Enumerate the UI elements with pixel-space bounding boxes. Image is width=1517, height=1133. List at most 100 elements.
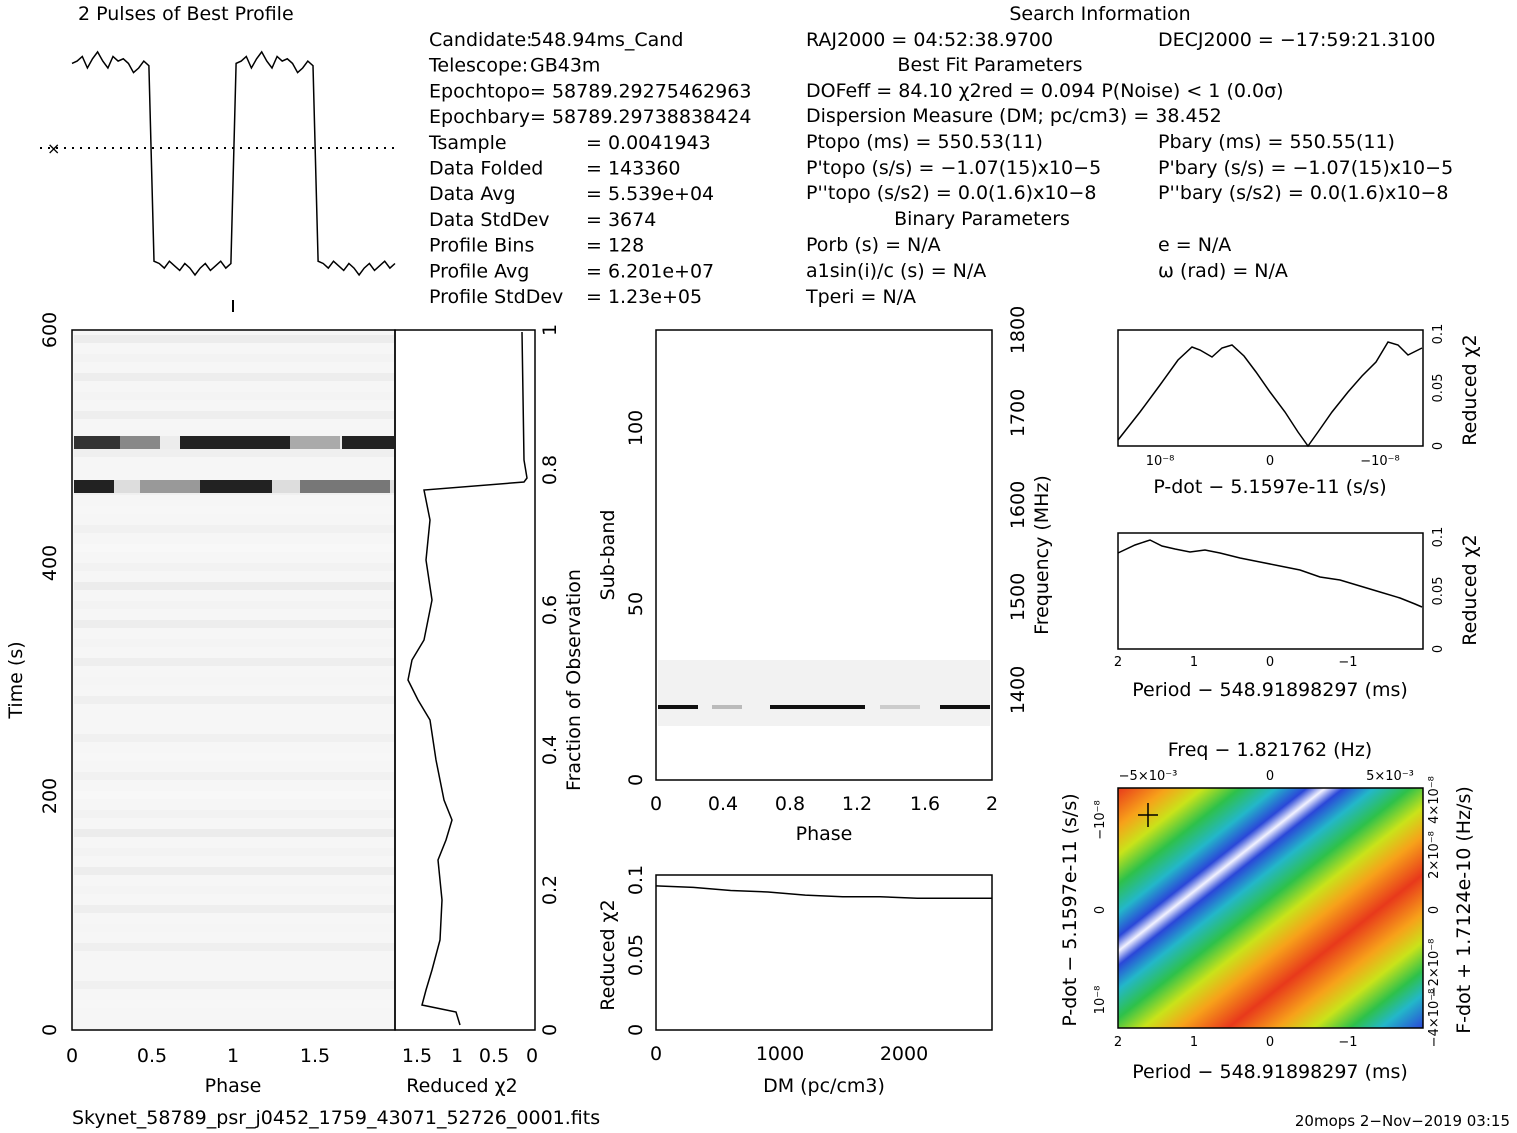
pddot-bary: P''bary (s/s2) = 0.0(1.6)x10−8	[1158, 182, 1449, 204]
ppdot-y2tick-4: 4×10⁻⁸	[1427, 776, 1442, 824]
greyscale-noise-row	[74, 335, 394, 343]
info-value: = 143360	[586, 158, 681, 180]
freq-tick-4: 1800	[1007, 306, 1029, 354]
info-label: Profile StdDev	[429, 286, 563, 308]
period-curve	[1117, 539, 1423, 608]
frac-tick-3: 0.6	[539, 595, 561, 625]
time-xtick-2: 1	[227, 1045, 239, 1067]
greyscale-noise-row	[74, 620, 394, 628]
ppdot-ytick-1: 0	[1093, 906, 1108, 914]
sub-xtick-2: 0.8	[775, 793, 805, 815]
frac-tick-4: 0.8	[539, 455, 561, 485]
frac-tick-2: 0.4	[539, 735, 561, 765]
period-plot	[1117, 532, 1424, 650]
time-xtick-3: 1.5	[300, 1045, 330, 1067]
info-value: = 58789.29738838424	[530, 106, 751, 128]
greyscale-noise-row	[74, 544, 394, 552]
time-ytick-0: 0	[39, 1024, 61, 1036]
dm-ytick-1: 0.05	[625, 934, 647, 976]
ppdot-y2tick-0: −4×10⁻⁸	[1427, 989, 1442, 1048]
pdot-bary: P'bary (s/s) = −1.07(15)x10−5	[1158, 157, 1453, 179]
info-value: = 6.201e+07	[586, 260, 714, 282]
ppdot-xtick-0: 2	[1114, 1035, 1122, 1050]
period-ytick-2: 0.1	[1431, 527, 1446, 548]
greyscale-noise-row	[74, 791, 394, 799]
subband-noise	[658, 660, 990, 726]
greyscale-noise-row	[74, 753, 394, 761]
greyscale-band-lower	[74, 480, 394, 493]
subband-signal-row	[658, 705, 990, 709]
greyscale-noise-row	[74, 810, 394, 818]
pdot-ytick-2: 0.1	[1431, 324, 1446, 345]
porb: Porb (s) = N/A	[806, 234, 941, 256]
info-value: GB43m	[530, 55, 600, 77]
info-value: = 3674	[586, 209, 656, 231]
greyscale-noise-row	[74, 867, 394, 875]
time-xtick-0: 0	[66, 1045, 78, 1067]
dm-plot	[655, 874, 993, 1031]
pdot-curve	[1117, 341, 1423, 448]
profile-line	[71, 50, 396, 277]
info-value: = 5.539e+04	[586, 183, 714, 205]
pdot-ytick-0: 0	[1431, 442, 1446, 450]
ppdot-xlabel: Period − 548.91898297 (ms)	[1132, 1061, 1408, 1083]
chi-time-xtick-3: 0	[526, 1045, 538, 1067]
greyscale-noise-row	[74, 354, 394, 362]
dec: DECJ2000 = −17:59:21.3100	[1158, 29, 1436, 51]
time-ylabel: Time (s)	[5, 641, 27, 719]
greyscale-noise-row	[74, 430, 394, 438]
dof: DOFeff = 84.10 χ2red = 0.094 P(Noise) < …	[806, 80, 1284, 102]
greyscale-noise-row	[74, 601, 394, 609]
period-ylabel: Reduced χ2	[1459, 534, 1481, 645]
info-label: Candidate:	[429, 29, 533, 51]
profile-title: 2 Pulses of Best Profile	[78, 3, 294, 25]
pdot-xtick-1: 0	[1266, 454, 1274, 469]
info-label: Epochtopo	[429, 80, 530, 102]
ppdot-toptick-0: −5×10⁻³	[1119, 769, 1178, 784]
sub-xtick-3: 1.2	[842, 793, 872, 815]
info-label: Profile Avg	[429, 260, 529, 282]
ppdot-y2tick-2: 0	[1427, 906, 1442, 914]
period-xtick-1: 1	[1190, 655, 1198, 670]
freq-tick-1: 1500	[1007, 573, 1029, 621]
greyscale-noise-row	[74, 392, 394, 400]
sub-ytick-1: 50	[625, 592, 647, 616]
chi-time-xtick-0: 1.5	[402, 1045, 432, 1067]
freq-tick-3: 1700	[1007, 389, 1029, 437]
frac-tick-1: 0.2	[539, 875, 561, 905]
frac-label: Fraction of Observation	[563, 569, 585, 791]
period-xlabel: Period − 548.91898297 (ms)	[1132, 679, 1408, 701]
greyscale-noise-row	[74, 829, 394, 837]
dm-ytick-2: 0.1	[625, 865, 647, 895]
ecc: e = N/A	[1158, 234, 1231, 256]
sub-xtick-0: 0	[650, 793, 662, 815]
ppdot-ytick-2: −10⁻⁸	[1093, 800, 1108, 840]
sub-xtick-1: 0.4	[708, 793, 738, 815]
pdot-xtick-0: 10⁻⁸	[1146, 454, 1175, 469]
greyscale-noise	[74, 335, 394, 1008]
greyscale-noise-row	[74, 1000, 394, 1008]
dm-xtick-2: 2000	[880, 1043, 928, 1065]
ra: RAJ2000 = 04:52:38.9700	[806, 29, 1053, 51]
period-xtick-2: 0	[1266, 655, 1274, 670]
ppdot-plane	[1117, 787, 1424, 1029]
profile-mean-marker: ×	[47, 139, 60, 158]
dm-curve-line	[655, 885, 992, 900]
dm-value: Dispersion Measure (DM; pc/cm3) = 38.452	[806, 105, 1222, 127]
pdot-xtick-2: −10⁻⁸	[1360, 454, 1400, 469]
pdot-plot	[1117, 329, 1424, 447]
period-xtick-0: 2	[1114, 655, 1122, 670]
info-label: Epochbary	[429, 106, 530, 128]
greyscale-noise-row	[74, 677, 394, 685]
info-label: Telescope:	[428, 55, 528, 77]
frac-tick-5: 1	[539, 324, 561, 336]
sub-xlabel: Phase	[796, 823, 853, 845]
sub-xtick-4: 1.6	[910, 793, 940, 815]
pddot-topo: P''topo (s/s2) = 0.0(1.6)x10−8	[806, 182, 1097, 204]
info-value: = 58789.29275462963	[530, 80, 751, 102]
chi-time-xtick-1: 1	[451, 1045, 463, 1067]
ppdot-y2tick-3: 2×10⁻⁸	[1427, 831, 1442, 879]
time-xlabel: Phase	[205, 1075, 262, 1097]
